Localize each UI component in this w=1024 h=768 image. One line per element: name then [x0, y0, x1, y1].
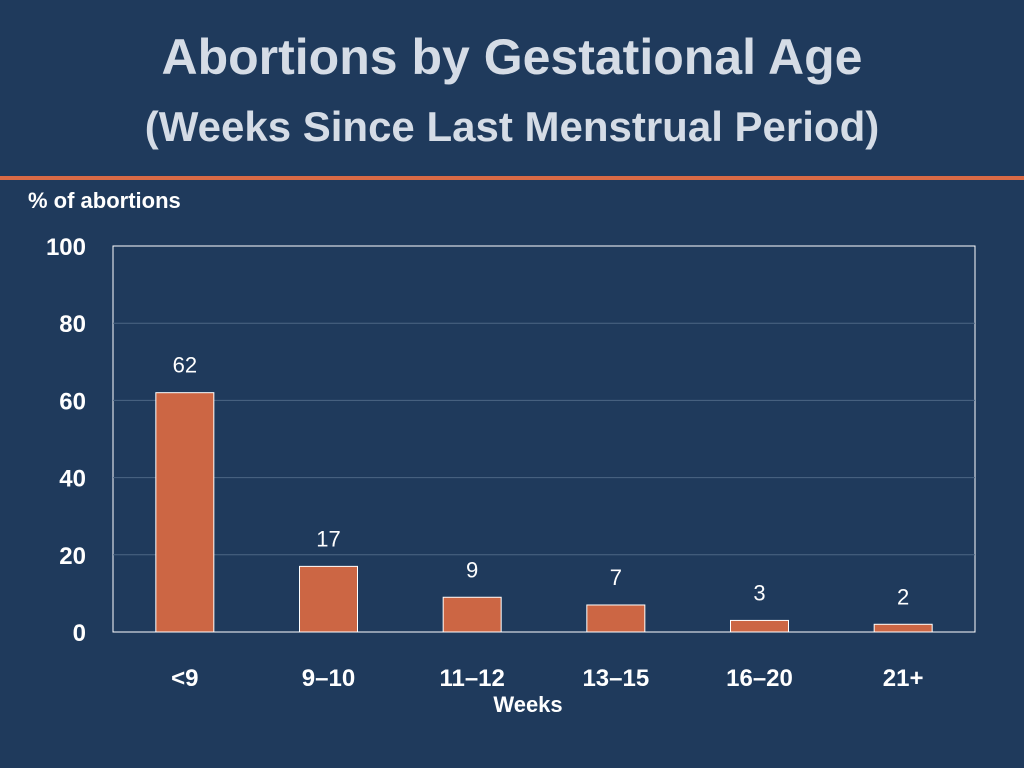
data-labels: 62 17 9 7 3 2: [173, 353, 910, 610]
x-tick-label: 11–12: [439, 665, 504, 692]
bar: [442, 596, 502, 633]
page-title: Abortions by Gestational Age: [161, 29, 863, 85]
bar: [873, 623, 933, 633]
data-label: 9: [466, 557, 478, 582]
y-tick-labels: 0 20 40 60 80 100: [46, 234, 86, 647]
data-label: 62: [173, 353, 197, 378]
x-tick-label: <9: [171, 665, 198, 692]
y-tick-label: 0: [73, 620, 86, 647]
bar: [155, 392, 215, 633]
y-tick-label: 40: [59, 466, 86, 493]
bar: [299, 565, 358, 633]
x-tick-label: 13–15: [582, 665, 649, 692]
bars: [155, 392, 933, 633]
x-axis-label: Weeks: [493, 692, 562, 717]
y-tick-label: 100: [46, 234, 86, 261]
title-divider: [0, 176, 1024, 180]
x-tick-label: 21+: [883, 665, 924, 692]
y-tick-label: 60: [59, 388, 86, 415]
y-axis-label: % of abortions: [28, 188, 181, 213]
x-tick-label: 9–10: [302, 665, 355, 692]
x-tick-label: 16–20: [726, 665, 793, 692]
x-tick-labels: <9 9–10 11–12 13–15 16–20 21+: [171, 665, 923, 692]
y-tick-label: 80: [59, 311, 86, 338]
bar: [730, 619, 789, 633]
data-label: 3: [753, 580, 765, 605]
page-subtitle: (Weeks Since Last Menstrual Period): [144, 103, 880, 150]
plot-area: [112, 245, 976, 633]
bar: [586, 604, 646, 633]
data-label: 2: [897, 584, 909, 609]
data-label: 17: [316, 526, 340, 551]
data-label: 7: [610, 565, 622, 590]
gridlines: [113, 322, 975, 556]
y-tick-label: 20: [59, 543, 86, 570]
